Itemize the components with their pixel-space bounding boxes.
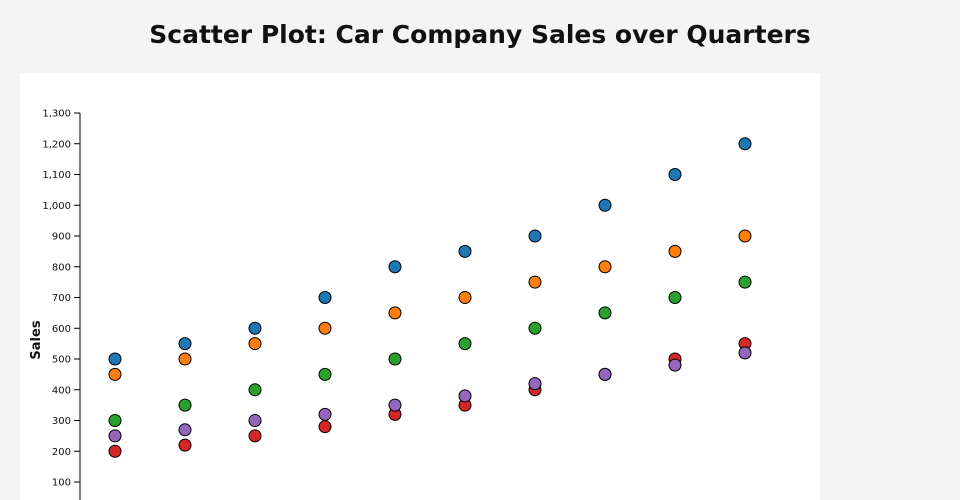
data-point-series-1 [528,229,542,243]
data-point-series-5 [528,377,542,391]
chart-title: Scatter Plot: Car Company Sales over Qua… [149,20,811,49]
y-tick-label: 200 [52,447,71,458]
y-tick-label: 1,200 [42,139,71,150]
data-point-series-3 [738,275,752,289]
data-point-series-5 [108,429,122,443]
data-point-series-1 [248,321,262,335]
y-tick-label: 900 [52,232,71,243]
data-point-series-5 [668,358,682,372]
data-point-series-2 [318,321,332,335]
y-tick-label: 400 [52,385,71,396]
y-tick-label: 1,300 [42,109,71,120]
data-point-series-2 [458,291,472,304]
data-point-series-5 [248,414,262,427]
data-point-series-3 [458,337,472,351]
data-point-series-2 [248,337,262,351]
data-point-series-3 [528,321,542,335]
y-tick-label: 100 [52,478,71,489]
data-point-series-2 [178,352,192,366]
data-point-series-1 [668,168,682,181]
data-point-series-4 [108,444,122,458]
data-point-series-1 [458,244,472,258]
y-tick-label: 1,100 [42,170,71,181]
data-point-series-5 [458,389,472,403]
data-point-series-3 [318,367,332,381]
y-tick-label: 800 [52,262,71,273]
data-point-series-1 [738,137,752,151]
data-point-series-2 [738,229,752,243]
chart-panel [20,73,820,500]
data-point-series-3 [108,414,122,427]
data-point-series-5 [598,367,612,381]
data-point-series-4 [248,429,262,443]
y-axis: 100 200 300 400 500 600 700 800 900 1,000 1,100 1,2… [42,109,81,500]
data-point-series-3 [598,306,612,320]
data-point-series-2 [528,275,542,289]
y-axis-label: Sales [29,320,44,359]
data-point-series-3 [388,352,402,366]
data-point-series-2 [108,367,122,381]
data-point-series-5 [738,346,752,360]
y-tick-label: 500 [52,355,71,366]
data-point-series-1 [178,337,192,351]
data-point-series-5 [178,423,192,437]
y-tick-label: 700 [52,293,71,304]
y-tick-label: 600 [52,324,71,335]
data-point-series-1 [388,260,402,274]
y-tick-label: 300 [52,416,71,427]
data-point-series-4 [178,438,192,452]
data-point-series-5 [318,407,332,421]
data-point-series-3 [668,291,682,304]
data-point-series-2 [668,244,682,258]
data-point-series-4 [318,420,332,434]
data-points [108,137,752,458]
data-point-series-3 [248,383,262,397]
y-tick-label: 1,000 [42,201,71,212]
data-point-series-1 [598,198,612,212]
data-point-series-1 [318,291,332,304]
data-point-series-2 [598,260,612,274]
data-point-series-2 [388,306,402,320]
data-point-series-5 [388,398,402,412]
data-point-series-1 [108,352,122,366]
data-point-series-3 [178,398,192,412]
